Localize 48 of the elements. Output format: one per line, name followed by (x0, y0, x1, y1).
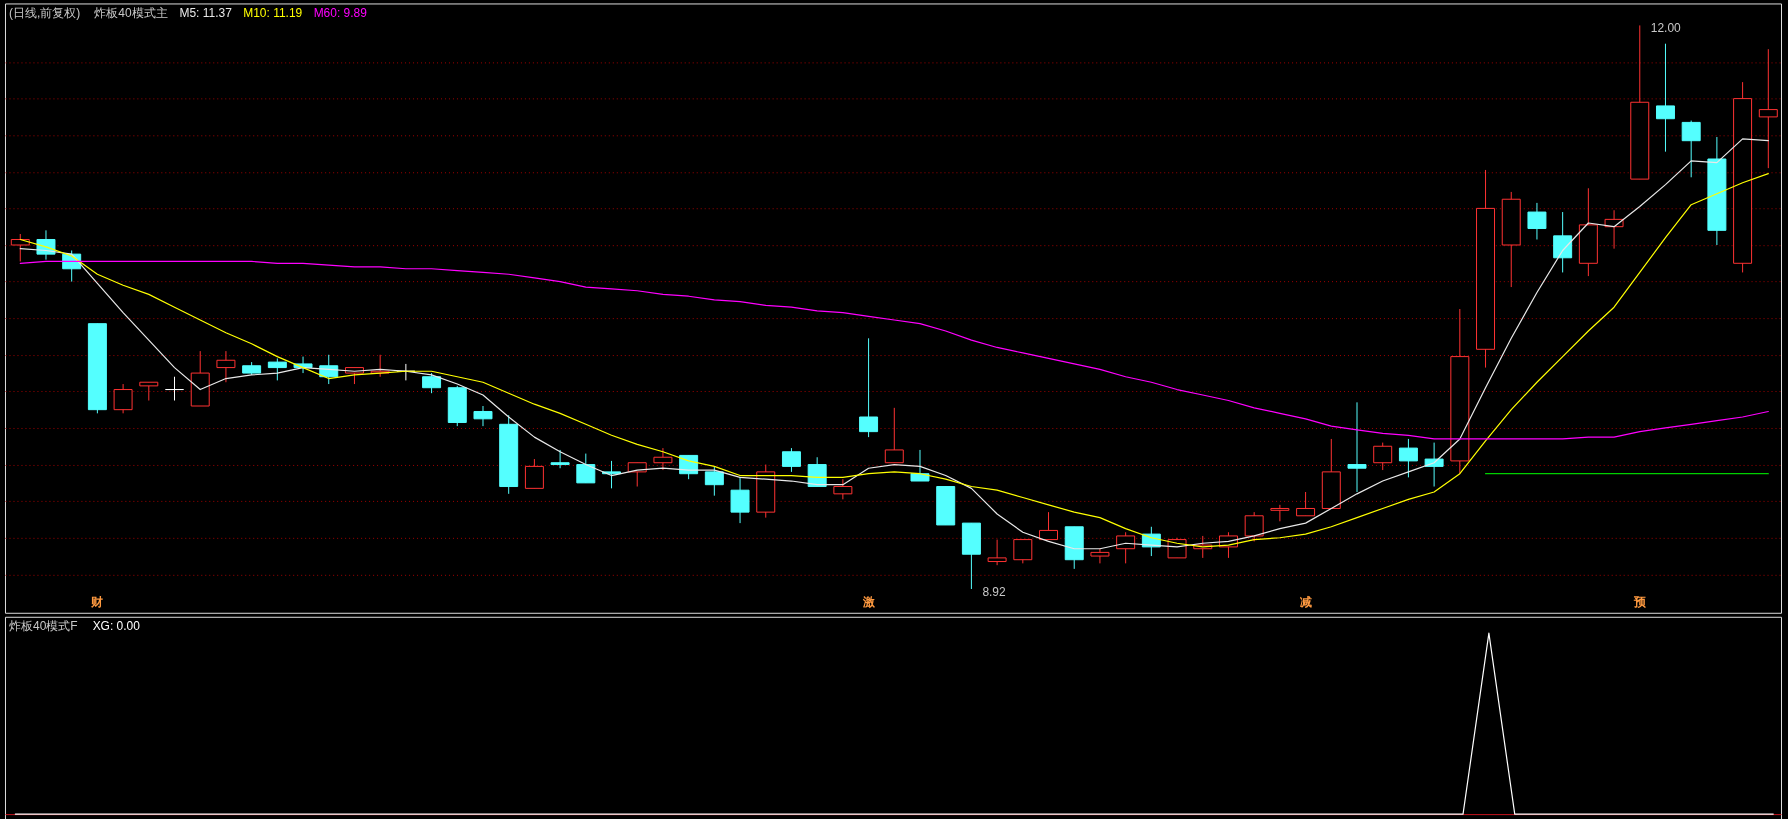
text: M60: 9.89 (313, 6, 368, 21)
candlestick (910, 449, 930, 482)
candlestick (1244, 511, 1264, 542)
candlestick (139, 381, 159, 402)
candlestick (1758, 48, 1778, 169)
candlestick (704, 465, 724, 497)
candlestick (730, 476, 750, 524)
candlestick (1296, 491, 1316, 517)
candlestick (1655, 43, 1675, 153)
candlestick (267, 357, 287, 381)
candlestick (10, 233, 30, 262)
candlestick (576, 453, 596, 484)
candlestick (1116, 531, 1136, 564)
candlestick (781, 447, 801, 473)
text: M5: 11.37 (179, 6, 233, 21)
x-tick-label: 财 (90, 594, 104, 609)
chart-title: (日线,前复权) (8, 6, 81, 21)
candlestick (859, 337, 879, 438)
candlestick (422, 372, 442, 394)
candlestick (1039, 511, 1059, 541)
chart-title: 炸板40模式F (8, 618, 78, 633)
candlestick (216, 350, 236, 383)
text: M10: 11.19 (243, 6, 303, 21)
text: XG: 0.00 (92, 618, 141, 633)
candlestick (1553, 211, 1573, 273)
candlestick (550, 449, 570, 469)
candlestick (524, 458, 544, 489)
candlestick (473, 405, 493, 427)
candlestick (1090, 548, 1110, 564)
candlestick (1270, 504, 1290, 522)
candlestick (1527, 202, 1547, 240)
legend-title: 炸板40模式主 (94, 6, 168, 21)
candlestick (1681, 120, 1701, 178)
candlestick (113, 383, 133, 414)
candlestick (1398, 438, 1418, 478)
candlestick (833, 478, 853, 500)
candlestick (987, 539, 1007, 566)
annotation: 12.00 (1650, 21, 1682, 36)
annotation: 8.92 (982, 584, 1007, 599)
x-tick-label: 激 (861, 594, 876, 609)
x-tick-label: 预 (1632, 594, 1647, 609)
candlestick (1347, 401, 1367, 493)
candlestick (653, 447, 673, 471)
candlestick (884, 407, 904, 464)
candlestick (165, 376, 184, 402)
x-tick-label: 减 (1299, 594, 1312, 609)
candlestick (1013, 539, 1033, 564)
candlestick (1373, 442, 1393, 471)
